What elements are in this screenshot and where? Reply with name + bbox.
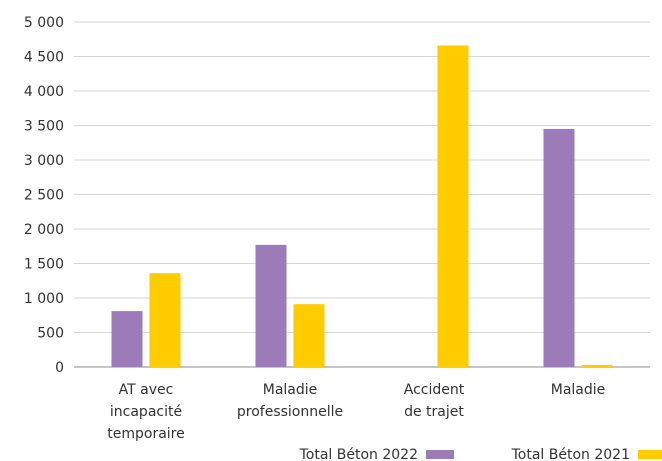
bar-2021-cat-0 — [149, 273, 181, 367]
y-tick-label: 3 500 — [24, 119, 64, 135]
y-tick-label: 3 000 — [24, 153, 64, 169]
bar-2021-cat-1 — [293, 304, 325, 367]
y-tick-label: 4 500 — [24, 50, 64, 66]
legend-label: Total Béton 2022 — [299, 447, 418, 461]
bar-2022-cat-3 — [543, 128, 575, 367]
y-tick-label: 0 — [55, 360, 64, 376]
y-tick-label: 5 000 — [24, 15, 64, 31]
y-tick-label: 1 500 — [24, 257, 64, 273]
y-tick-label: 1 000 — [24, 291, 64, 307]
y-axis-ticks: 0 500 1 000 1 500 2 000 2 500 3 000 3 500 4 000 4… — [24, 15, 64, 376]
y-tick-label: 500 — [37, 326, 64, 342]
bars — [111, 45, 613, 368]
legend: Total Béton 2022 Total Béton 2021 — [299, 447, 662, 461]
y-tick-label: 2 000 — [24, 222, 64, 238]
legend-swatch — [638, 450, 662, 459]
x-category-label: AT avec incapacité temporaire — [107, 382, 184, 442]
legend-label: Total Béton 2021 — [511, 447, 630, 461]
legend-swatch — [426, 450, 454, 459]
bar-2022-cat-1 — [255, 244, 287, 367]
bar-2021-cat-2 — [437, 45, 469, 368]
bar-2021-cat-3 — [581, 364, 613, 367]
y-tick-label: 2 500 — [24, 188, 64, 204]
y-tick-label: 4 000 — [24, 84, 64, 100]
x-axis-category-labels: AT avec incapacité temporaire Maladie profes… — [107, 382, 605, 442]
x-category-label: Maladie — [551, 382, 606, 398]
x-category-label: Maladie professionnelle — [237, 382, 343, 420]
bar-2022-cat-0 — [111, 311, 143, 367]
x-category-label: Accident de trajet — [404, 382, 465, 420]
